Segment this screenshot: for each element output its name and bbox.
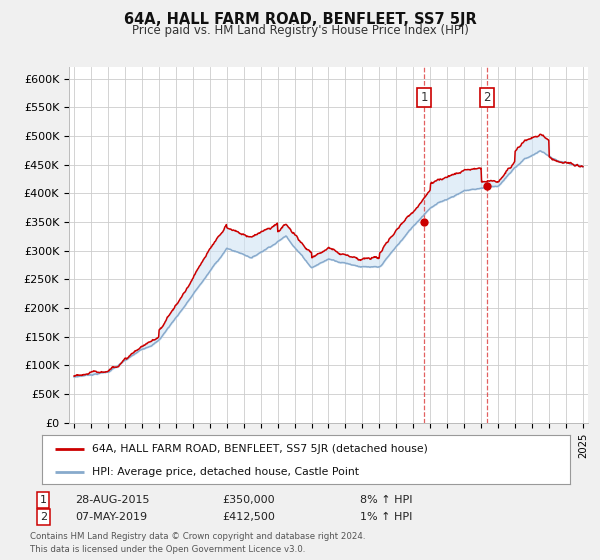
Text: 28-AUG-2015: 28-AUG-2015 [75, 495, 149, 505]
Text: 2: 2 [40, 512, 47, 522]
Text: 1: 1 [40, 495, 47, 505]
Text: 1: 1 [421, 91, 428, 104]
Text: £350,000: £350,000 [222, 495, 275, 505]
Text: £412,500: £412,500 [222, 512, 275, 522]
Text: 8% ↑ HPI: 8% ↑ HPI [360, 495, 413, 505]
Text: 64A, HALL FARM ROAD, BENFLEET, SS7 5JR (detached house): 64A, HALL FARM ROAD, BENFLEET, SS7 5JR (… [92, 444, 428, 454]
Text: 07-MAY-2019: 07-MAY-2019 [75, 512, 147, 522]
Text: HPI: Average price, detached house, Castle Point: HPI: Average price, detached house, Cast… [92, 467, 359, 477]
Text: 64A, HALL FARM ROAD, BENFLEET, SS7 5JR: 64A, HALL FARM ROAD, BENFLEET, SS7 5JR [124, 12, 476, 27]
Text: Price paid vs. HM Land Registry's House Price Index (HPI): Price paid vs. HM Land Registry's House … [131, 24, 469, 38]
Text: 2: 2 [484, 91, 491, 104]
Text: 1% ↑ HPI: 1% ↑ HPI [360, 512, 412, 522]
Text: Contains HM Land Registry data © Crown copyright and database right 2024.
This d: Contains HM Land Registry data © Crown c… [30, 533, 365, 554]
